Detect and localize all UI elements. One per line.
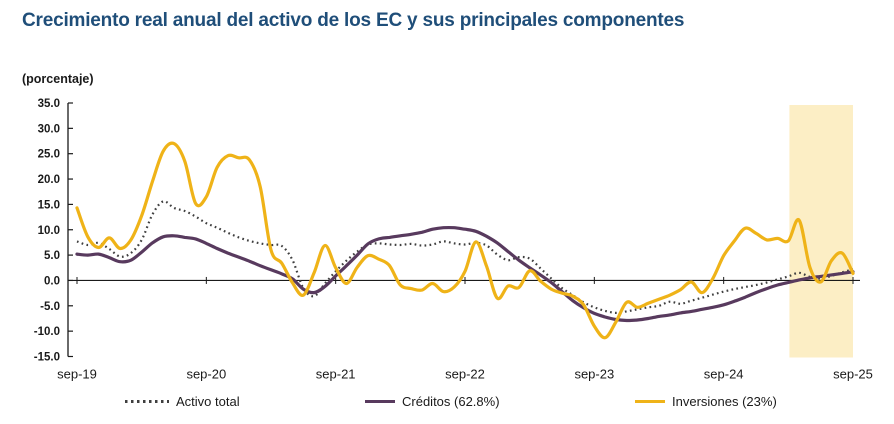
x-tick-label: sep-22 (445, 367, 485, 382)
series-line-cr-ditos (75, 225, 855, 323)
y-tick-label: 5.0 (44, 250, 60, 262)
legend-item-activo-total: Activo total (125, 394, 240, 409)
legend-label-inversiones: Inversiones (23%) (672, 394, 777, 409)
y-axis-units-label: (porcentaje) (22, 72, 94, 86)
y-tick-label: 15.0 (38, 199, 60, 211)
highlight-band (789, 105, 853, 358)
x-tick-label: sep-21 (316, 367, 356, 382)
inversiones-line-swatch (635, 400, 665, 403)
y-tick-label: -5.0 (40, 301, 60, 313)
x-tick-label: sep-24 (704, 367, 744, 382)
y-tick-label: 20.0 (38, 174, 60, 186)
x-tick-label: sep-20 (186, 367, 226, 382)
legend-item-creditos: Créditos (62.8%) (365, 394, 500, 409)
page-title: Crecimiento real anual del activo de los… (22, 10, 685, 31)
legend-item-inversiones: Inversiones (23%) (635, 394, 777, 409)
creditos-line-swatch (365, 400, 395, 403)
y-tick-label: 30.0 (38, 123, 60, 135)
chart-legend: Activo total Créditos (62.8%) Inversione… (0, 394, 894, 420)
activo-total-line-swatch (125, 400, 169, 403)
legend-label-activo-total: Activo total (176, 394, 240, 409)
y-tick-label: 25.0 (38, 149, 60, 161)
legend-label-creditos: Créditos (62.8%) (402, 394, 500, 409)
y-tick-label: 10.0 (38, 225, 60, 237)
y-tick-label: -15.0 (34, 352, 60, 364)
x-tick-label: sep-25 (833, 367, 873, 382)
series-line-inversiones (75, 141, 855, 340)
series-line-activo-total (76, 200, 854, 315)
x-tick-label: sep-23 (574, 367, 614, 382)
y-tick-label: 0.0 (44, 275, 60, 287)
y-tick-label: 35.0 (38, 98, 60, 110)
x-tick-label: sep-19 (57, 367, 97, 382)
y-tick-label: -10.0 (34, 326, 60, 338)
